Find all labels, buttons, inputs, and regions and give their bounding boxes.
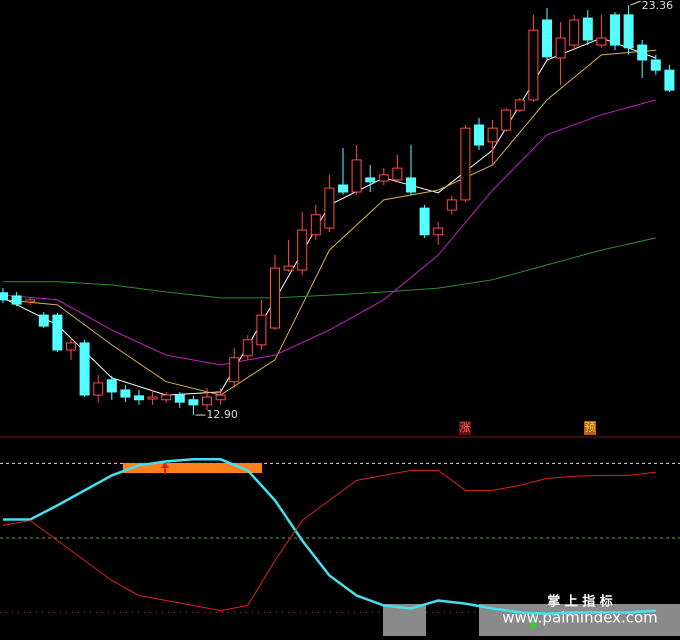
candle-body <box>542 19 552 58</box>
candle-body <box>433 227 444 236</box>
candle-body <box>66 342 76 351</box>
candle-body <box>596 37 607 46</box>
candle-body <box>582 17 593 41</box>
candle-body <box>0 292 8 301</box>
candle-body <box>11 295 22 305</box>
candle-body <box>528 29 539 101</box>
candle-body <box>270 267 280 329</box>
candle-body <box>378 174 389 182</box>
candle-body <box>460 127 471 201</box>
moving-average <box>2 99 656 366</box>
candle-body <box>215 394 226 401</box>
up-arrow <box>161 462 169 474</box>
candle-body <box>120 389 131 398</box>
moving-average <box>2 49 656 396</box>
candle-body <box>134 395 144 401</box>
candle-body <box>324 187 335 229</box>
annotation-label: 23.36 <box>642 0 674 12</box>
candle-body <box>514 99 525 111</box>
candle-body <box>446 199 457 211</box>
down-arrow <box>529 618 537 630</box>
candle-body <box>650 59 661 71</box>
signal-band <box>123 463 262 473</box>
candle-body <box>256 314 267 346</box>
candle-body <box>161 394 172 401</box>
candle-body <box>52 314 63 351</box>
signal-box <box>383 604 426 636</box>
marker: 涨 <box>460 421 471 434</box>
candle-body <box>365 177 376 183</box>
candle-body <box>202 396 212 406</box>
annotation-label: 12.90 <box>206 408 238 421</box>
candle-body <box>610 14 620 46</box>
candle-body <box>637 44 648 61</box>
candle-body <box>188 399 199 406</box>
candle-body <box>406 177 416 193</box>
candle-body <box>555 37 566 59</box>
annotation-leader <box>630 0 641 6</box>
candle-body <box>25 299 36 303</box>
candle-body <box>501 109 512 131</box>
candle-body <box>664 69 675 91</box>
candle-body <box>283 265 294 271</box>
candle-body <box>38 314 49 327</box>
signal-box <box>479 604 680 636</box>
candle-body <box>338 184 348 193</box>
candle-body <box>623 14 634 49</box>
candle-body <box>242 339 253 357</box>
candle-body <box>474 124 484 146</box>
marker-bg <box>584 421 596 435</box>
candle-body <box>229 357 240 383</box>
marker: 预 <box>585 421 596 434</box>
candle-body <box>93 382 104 396</box>
candle-body <box>310 214 321 236</box>
candle-body <box>487 127 498 143</box>
candle-body <box>174 394 185 403</box>
indicator-line <box>3 458 656 615</box>
candle-body <box>79 342 90 396</box>
indicator-line <box>2 469 656 612</box>
candle-body <box>392 167 403 181</box>
candle-body <box>297 229 308 271</box>
candle-body <box>351 159 362 193</box>
candle-body <box>106 379 117 393</box>
watermark-title: 掌 上 指 标 <box>547 594 613 610</box>
candle-body <box>569 19 580 46</box>
candle-body <box>419 207 430 236</box>
candle-body <box>147 396 158 400</box>
marker-bg <box>459 421 471 435</box>
moving-average <box>3 237 656 299</box>
